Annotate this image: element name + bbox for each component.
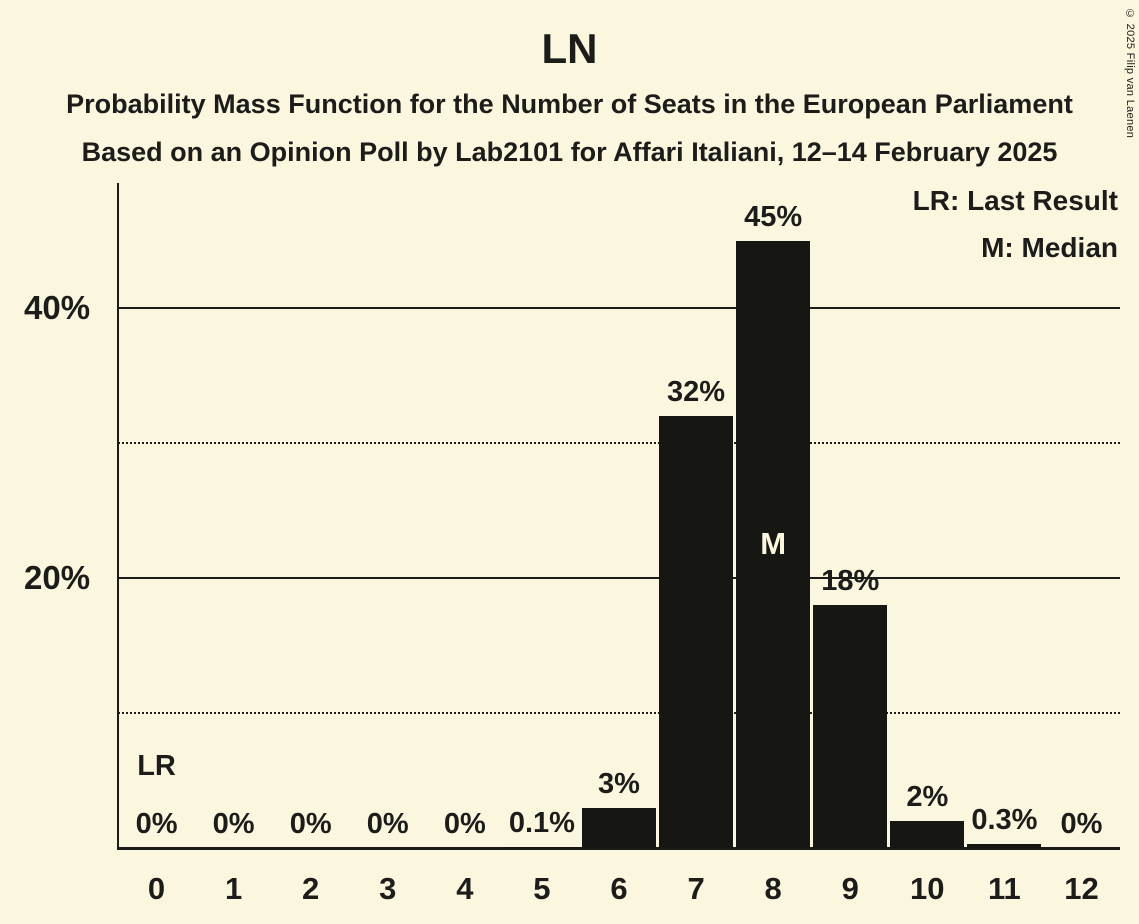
gridline-40pct <box>118 307 1120 309</box>
x-axis-tick-label-7: 7 <box>687 871 705 906</box>
gridline-20pct <box>118 577 1120 579</box>
gridline-30pct <box>118 442 1120 444</box>
bar-seats-8 <box>736 240 811 848</box>
x-axis-tick-label-1: 1 <box>224 871 243 906</box>
x-axis-tick-label-12: 12 <box>1064 871 1099 906</box>
y-axis-tick-label-40: 40% <box>24 289 91 326</box>
x-axis-tick-label-10: 10 <box>910 871 945 906</box>
gridline-10pct <box>118 712 1120 714</box>
x-axis-tick-label-11: 11 <box>987 871 1021 906</box>
chart-subtitle-line2: Based on an Opinion Poll by Lab2101 for … <box>81 137 1058 167</box>
median-marker: M <box>760 526 787 562</box>
legend-last-result: LR: Last Result <box>912 185 1118 216</box>
x-axis-tick-label-5: 5 <box>533 871 551 906</box>
bar-value-label-2: 0% <box>289 808 332 840</box>
bar-value-label-11: 0.3% <box>971 803 1038 836</box>
x-axis-tick-label-0: 0 <box>147 871 166 906</box>
bar-seats-10 <box>890 821 965 848</box>
chart-subtitle-line1: Probability Mass Function for the Number… <box>66 89 1073 119</box>
bar-value-label-12: 0% <box>1060 808 1103 840</box>
y-axis-tick-label-20: 20% <box>24 559 91 596</box>
last-result-marker: LR <box>137 750 176 782</box>
x-axis-tick-label-6: 6 <box>610 871 628 906</box>
legend-median: M: Median <box>981 232 1118 263</box>
bar-seats-6 <box>581 807 657 848</box>
bar-value-label-6: 3% <box>598 767 640 800</box>
bar-seats-5 <box>504 846 579 848</box>
bar-value-label-10: 2% <box>906 781 949 813</box>
bar-seats-7 <box>659 416 734 848</box>
bar-value-label-7: 32% <box>667 376 726 408</box>
x-axis-tick-label-2: 2 <box>302 871 320 906</box>
bar-seats-11 <box>967 843 1042 848</box>
bar-value-label-8: 45% <box>744 200 803 233</box>
bar-value-label-5: 0.1% <box>508 806 575 839</box>
chart-title: LN <box>541 25 598 72</box>
bar-value-label-9: 18% <box>821 565 880 597</box>
copyright-text: © 2025 Filip van Laenen <box>1124 8 1136 139</box>
bar-value-label-3: 0% <box>366 808 409 840</box>
y-axis-line <box>117 183 119 848</box>
bar-value-label-0: 0% <box>135 808 178 840</box>
bar-value-label-4: 0% <box>443 808 486 840</box>
bar-seats-9 <box>813 605 888 848</box>
x-axis-tick-label-3: 3 <box>379 871 397 906</box>
x-axis-tick-label-9: 9 <box>841 871 859 906</box>
x-axis-tick-label-8: 8 <box>764 871 782 906</box>
bar-value-label-1: 0% <box>212 808 255 840</box>
x-axis-tick-label-4: 4 <box>456 871 474 906</box>
x-axis-line <box>117 847 1120 850</box>
